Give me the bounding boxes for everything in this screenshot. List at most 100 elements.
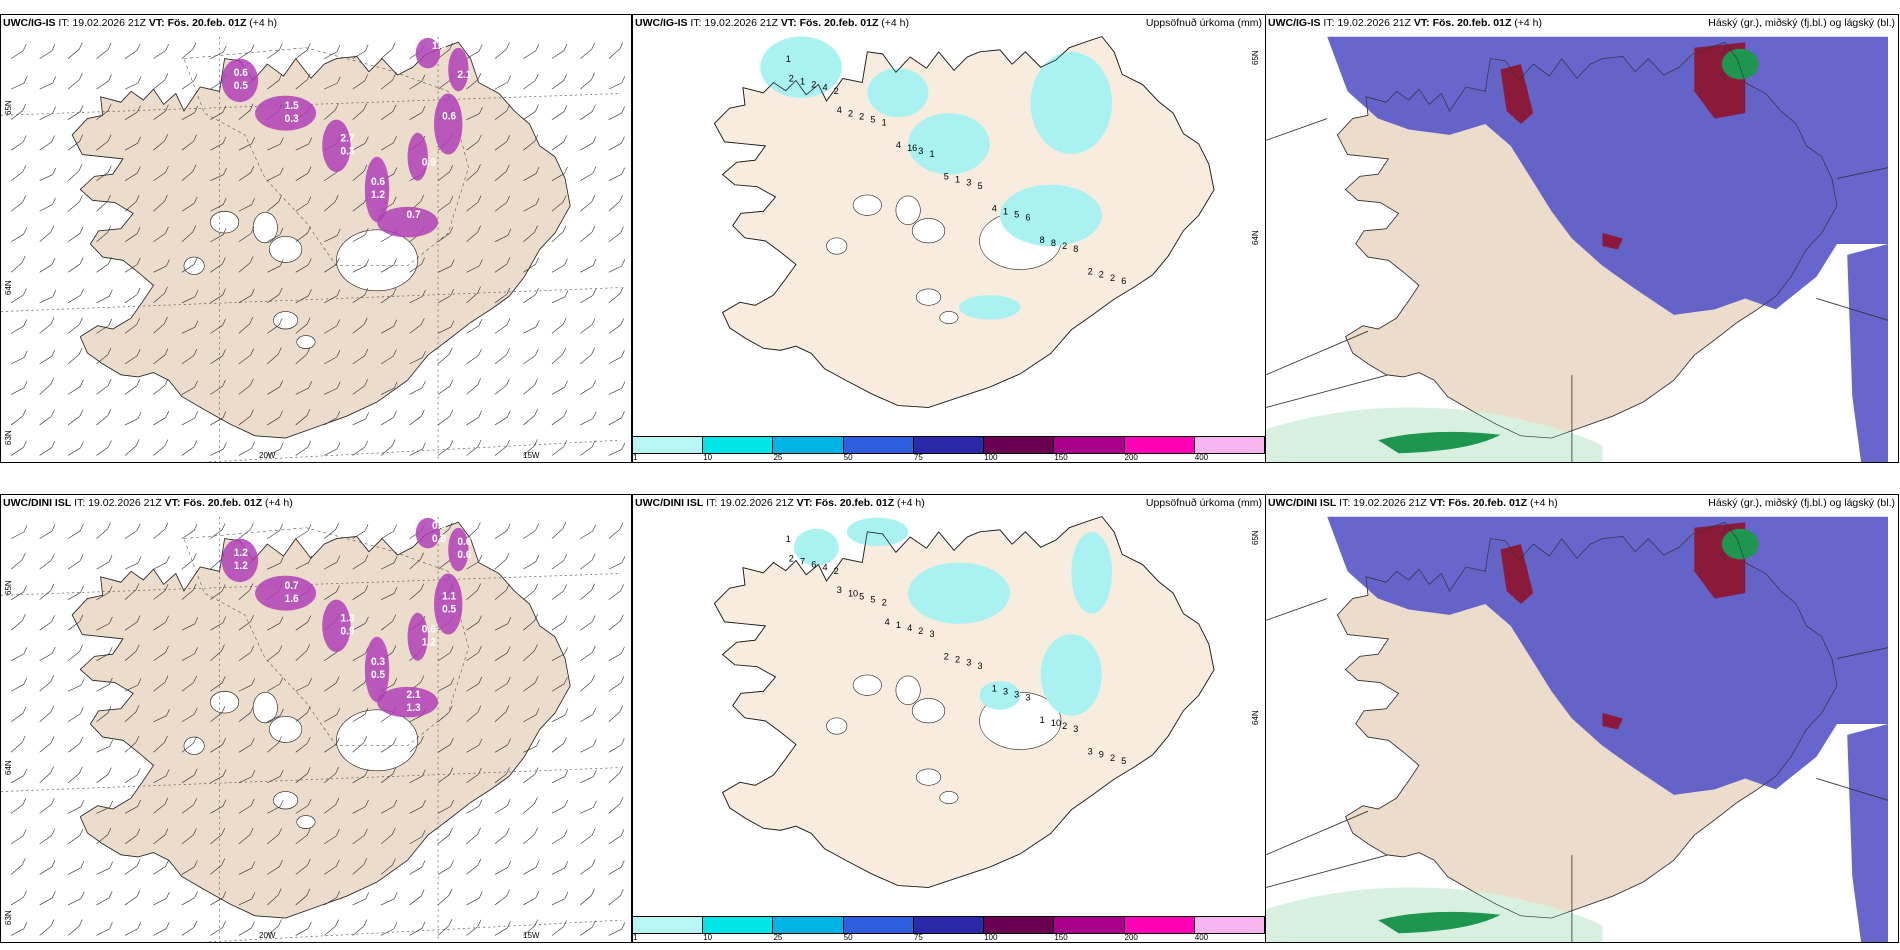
colorbar-swatch	[984, 917, 1055, 933]
colorbar-swatch	[633, 917, 704, 933]
precip-value-label: 0.6	[457, 536, 471, 548]
precip-amount-label: 5	[1121, 756, 1126, 766]
colorbar-tick-label: 100	[984, 453, 998, 462]
precip-amount-label: 6	[811, 560, 816, 570]
model-name: UWC/IG-IS	[1268, 17, 1321, 29]
precip-amount-label: 4	[822, 83, 827, 93]
precip-amount-label: 2	[848, 108, 853, 118]
precip-amount-label: 1	[992, 683, 997, 693]
panel-header: UWC/DINI ISL IT: 19.02.2026 21Z VT: Fös.…	[1, 495, 631, 513]
precip-amount-label: 5	[1014, 209, 1019, 219]
precip-value-label: 1.2	[371, 189, 385, 201]
precip-amount-label: 16	[907, 143, 917, 153]
lead-time: (+4 h)	[881, 17, 910, 29]
lead-time: (+4 h)	[1530, 497, 1558, 509]
panel-header: UWC/DINI ISL IT: 19.02.2026 21Z VT: Fös.…	[1266, 495, 1898, 513]
precip-value-label: 0.9	[422, 156, 436, 168]
latitude-label: 65N	[4, 100, 13, 115]
precip-amount-label: 1	[800, 77, 805, 87]
precip-value-label: 0.5	[371, 669, 385, 681]
precip-amount-label: 6	[1121, 276, 1126, 286]
precip-value-label: 0.7	[285, 579, 299, 591]
precip-value-label: 2.1	[457, 69, 471, 81]
precip-amount-label: 2	[834, 566, 839, 576]
precip-amount-label: 3	[837, 585, 842, 595]
precip-value-label: 1.6	[285, 593, 299, 605]
precip-value-label: 0.5	[432, 519, 446, 531]
panel-header: UWC/DINI ISL IT: 19.02.2026 21Z VT: Fös.…	[633, 495, 1265, 513]
colorbar-swatch	[913, 437, 985, 453]
map-canvas	[1266, 36, 1889, 462]
precip-amount-label: 1	[955, 175, 960, 185]
precip-amount-label: 2	[789, 554, 794, 564]
map-canvas: 1.2 1.6 1.3 0.5 2.1 1.2 1.1 0.6 0.5 1.2 0.7 0.9 0.3 1…	[1, 516, 626, 942]
valid-time: VT: Fös. 20.feb. 01Z	[148, 17, 247, 29]
model-name: UWC/DINI ISL	[635, 497, 704, 509]
colorbar-swatch	[773, 437, 844, 453]
colorbar-tick-label: 50	[843, 933, 853, 942]
valid-time: VT: Fös. 20.feb. 01Z	[1413, 17, 1512, 29]
precip-value-label: 0.6	[422, 623, 436, 635]
precip-value-label: 0.5	[442, 603, 456, 615]
precip-amount-label: 5	[870, 594, 875, 604]
precip-amount-label: 3	[1088, 747, 1093, 757]
precip-value-label: 2.7	[340, 132, 354, 144]
panel-header: UWC/IG-IS IT: 19.02.2026 21Z VT: Fös. 20…	[1266, 15, 1898, 33]
colorbar-tick-label: 400	[1194, 933, 1209, 942]
precip-amount-label: 1	[1003, 206, 1008, 216]
colorbar-tick-label: 75	[913, 453, 923, 462]
precip-amount-label: 2	[859, 111, 864, 121]
panel-precip-ig: UWC/IG-IS IT: 19.02.2026 21Z VT: Fös. 20…	[632, 14, 1266, 463]
colorbar-swatch	[843, 917, 914, 933]
colorbar-tick-label: 25	[773, 453, 783, 462]
precip-amount-label: 2	[918, 626, 923, 636]
precip-value-label: 1.2	[422, 636, 436, 648]
precip-amount-label: 2	[1110, 273, 1115, 283]
precip-value-label: 0.6	[457, 549, 471, 561]
precip-amount-label: 4	[837, 105, 842, 115]
panel-clouds-dini: UWC/DINI ISL IT: 19.02.2026 21Z VT: Fös.…	[1265, 494, 1899, 943]
colorbar-tick-label: 400	[1194, 453, 1209, 462]
colorbar-tick-label: 200	[1124, 933, 1138, 942]
precip-amount-label: 1	[786, 534, 791, 544]
colorbar-swatch	[843, 437, 914, 453]
precip-value-label: 1.3	[340, 612, 354, 624]
precip-amount-label: 2	[811, 80, 816, 90]
precip-value-label: 1.5	[285, 99, 299, 111]
colorbar-tick-label: 200	[1124, 453, 1138, 462]
precip-amount-label: 8	[1040, 235, 1045, 245]
precip-amount-label: 2	[1110, 753, 1115, 763]
precip-amount-label: 5	[859, 591, 864, 601]
precip-amount-label: 4	[896, 140, 901, 150]
longitude-label: 20W	[259, 451, 276, 460]
precip-amount-label: 8	[1051, 238, 1056, 248]
precip-value-label: 0.7	[407, 208, 421, 220]
precip-amount-label: 8	[1073, 244, 1078, 254]
panel-clouds-ig: UWC/IG-IS IT: 19.02.2026 21Z VT: Fös. 20…	[1265, 14, 1899, 463]
precip-amount-label: 2	[1062, 241, 1067, 251]
precip-amount-label: 3	[930, 629, 935, 639]
colorbar-swatch	[1054, 917, 1125, 933]
iceland-land	[71, 521, 571, 919]
model-name: UWC/IG-IS	[635, 17, 688, 29]
latitude-label: 64N	[4, 760, 13, 775]
longitude-label: 15W	[523, 451, 540, 460]
init-time: IT: 19.02.2026 21Z	[74, 497, 162, 509]
precip-amount-label: 3	[966, 178, 971, 188]
panel-wind-ig: UWC/IG-IS IT: 19.02.2026 21Z VT: Fös. 20…	[0, 14, 632, 463]
colorbar-swatch	[984, 437, 1055, 453]
precip-value-label: 0.8	[432, 533, 446, 545]
colorbar-swatch	[1194, 437, 1265, 453]
precip-amount-label: 3	[966, 658, 971, 668]
latitude-label: 64N	[4, 280, 13, 295]
panel-precip-dini: UWC/DINI ISL IT: 19.02.2026 21Z VT: Fös.…	[632, 494, 1266, 943]
colorbar-swatch	[1124, 437, 1195, 453]
map-canvas: 0.60.32.71.20.70.90.62.11.50.51.50.30.6	[1, 36, 626, 462]
precip-value-label: 0.3	[371, 656, 385, 668]
precip-amount-label: 5	[977, 181, 982, 191]
panel-product-title: Uppsöfnuð úrkoma (mm)	[1145, 17, 1262, 29]
panel-wind-dini: UWC/DINI ISL IT: 19.02.2026 21Z VT: Fös.…	[0, 494, 632, 943]
precip-value-label: 0.3	[340, 145, 354, 157]
